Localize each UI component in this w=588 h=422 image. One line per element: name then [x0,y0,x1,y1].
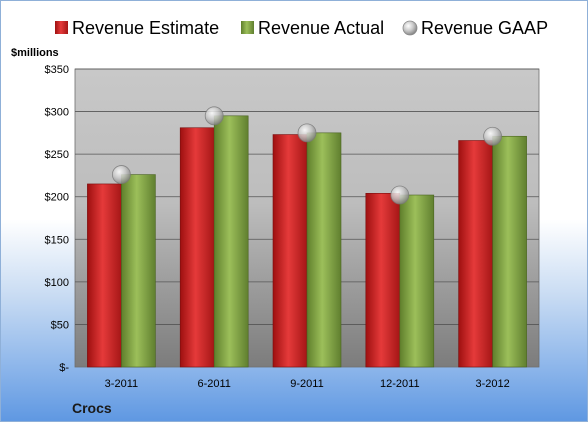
y-axis-ticks: $- $50 $100 $150 $200 $250 $300 $350 [45,64,70,374]
y-tick-label: $50 [51,319,69,331]
marker-revenue-gaap [483,126,503,146]
marker-revenue-gaap [390,185,410,205]
x-tick-label: 12-2011 [380,378,420,390]
x-tick-label: 3-2011 [105,378,138,390]
y-tick-label: $250 [45,149,69,161]
marker-revenue-gaap [297,123,317,143]
bar-revenue-actual [213,115,249,368]
bar-revenue-actual [492,135,527,368]
legend-item-actual: Revenue Actual [241,18,384,38]
company-label: Crocs [72,400,112,416]
bar-revenue-estimate [179,127,215,368]
bar-revenue-actual [121,174,156,368]
bar-revenue-estimate [458,140,493,368]
marker-revenue-gaap [204,106,224,126]
y-tick-label: $- [59,362,69,374]
legend-label-gaap: Revenue GAAP [421,18,548,38]
y-tick-label: $150 [45,234,69,246]
bar-revenue-actual [399,194,435,368]
y-tick-label: $200 [45,192,69,204]
bar-revenue-actual [306,132,342,368]
bar-revenue-estimate [87,183,122,368]
bar-revenue-estimate [365,193,401,368]
y-tick-label: $100 [45,277,69,289]
legend-item-gaap: Revenue GAAP [402,18,548,38]
legend-swatch-actual [241,21,254,34]
bar-revenue-estimate [272,134,308,368]
x-tick-label: 6-2011 [197,378,230,390]
y-tick-label: $300 [45,107,69,119]
x-axis-ticks: 3-2011 6-2011 9-2011 12-2011 3-2012 [105,378,510,390]
x-tick-label: 9-2011 [290,378,323,390]
marker-revenue-gaap [112,165,131,184]
x-tick-label: 3-2012 [475,378,509,390]
legend-label-actual: Revenue Actual [258,18,384,38]
legend-swatch-estimate [55,21,68,34]
legend-marker-gaap [402,20,418,36]
bars [87,115,527,368]
y-tick-label: $350 [45,64,69,76]
legend-label-estimate: Revenue Estimate [72,18,219,38]
y-axis-title: $millions [11,47,59,59]
legend-item-estimate: Revenue Estimate [55,18,219,38]
legend: Revenue Estimate Revenue Actual Revenue … [55,18,548,38]
gaap-markers [112,106,503,205]
